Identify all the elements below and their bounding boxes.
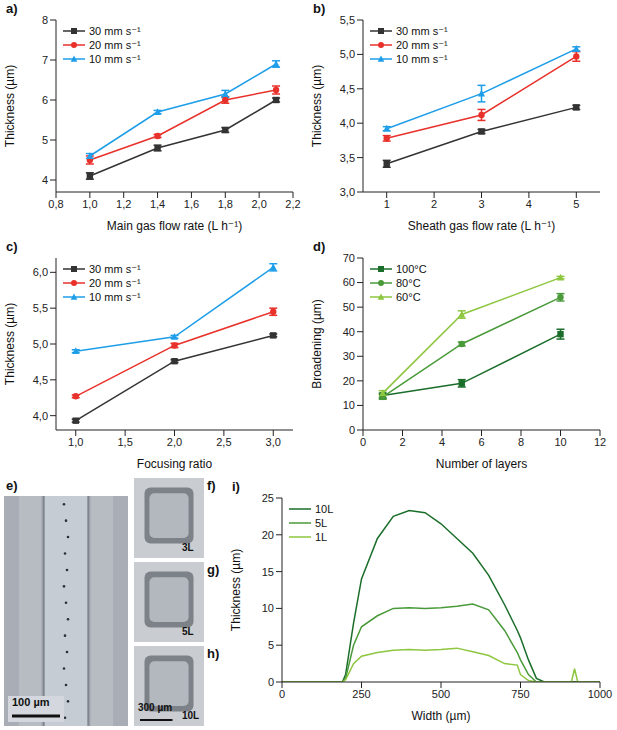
svg-text:10: 10 [554,436,566,448]
html-text:100 µm: 100 µm [12,696,50,708]
html-text:b): b) [313,1,326,16]
svg-text:30: 30 [343,350,355,362]
svg-text:750: 750 [511,688,529,700]
svg-text:20: 20 [262,529,274,541]
svg-text:12: 12 [594,436,606,448]
svg-text:5: 5 [268,639,274,651]
html-text:10L: 10L [315,503,334,515]
svg-text:70: 70 [343,252,355,264]
html-text:300 µm: 300 µm [138,702,173,713]
svg-text:0: 0 [268,676,274,688]
html-text:100°C: 100°C [396,263,427,275]
svg-text:10: 10 [343,399,355,411]
svg-text:Thickness (µm): Thickness (µm) [310,65,324,147]
svg-text:6: 6 [478,436,484,448]
svg-text:4,5: 4,5 [340,83,355,95]
html-text:30 mm s⁻¹: 30 mm s⁻¹ [89,263,141,275]
svg-text:40: 40 [343,326,355,338]
svg-text:5,5: 5,5 [340,14,355,26]
svg-text:6: 6 [42,94,48,106]
svg-text:5,0: 5,0 [340,48,355,60]
svg-text:4: 4 [439,436,445,448]
html-text:5L: 5L [315,517,328,529]
svg-text:1,0: 1,0 [82,198,97,210]
svg-text:1,5: 1,5 [117,436,132,448]
svg-text:6,0: 6,0 [33,266,48,278]
html-text:30 mm s⁻¹: 30 mm s⁻¹ [89,25,141,37]
svg-text:Thickness (µm): Thickness (µm) [229,549,243,631]
svg-text:2,5: 2,5 [216,436,231,448]
svg-text:Width (µm): Width (µm) [412,709,471,723]
svg-text:Sheath gas flow rate (L h⁻¹): Sheath gas flow rate (L h⁻¹) [408,219,555,233]
svg-text:0: 0 [279,688,285,700]
svg-text:1: 1 [384,198,390,210]
svg-text:1,2: 1,2 [116,198,131,210]
svg-text:1,6: 1,6 [184,198,199,210]
svg-text:1,8: 1,8 [218,198,233,210]
svg-text:5,5: 5,5 [33,302,48,314]
html-text:20 mm s⁻¹: 20 mm s⁻¹ [89,39,141,51]
html-text:i): i) [232,479,240,494]
html-text:c): c) [6,239,18,254]
html-text:10 mm s⁻¹: 10 mm s⁻¹ [89,53,141,65]
svg-text:5: 5 [42,134,48,146]
svg-text:1,4: 1,4 [150,198,165,210]
html-text:f): f) [207,478,216,493]
svg-text:Main gas flow rate (L h⁻¹): Main gas flow rate (L h⁻¹) [107,219,242,233]
html-text:20 mm s⁻¹: 20 mm s⁻¹ [396,39,448,51]
svg-text:Thickness (µm): Thickness (µm) [3,65,17,147]
svg-text:3,0: 3,0 [340,186,355,198]
html-text:10L: 10L [182,710,200,721]
html-text:h): h) [207,646,220,661]
svg-text:2,2: 2,2 [285,198,300,210]
svg-text:Focusing ratio: Focusing ratio [137,457,213,471]
svg-text:4,0: 4,0 [33,410,48,422]
html-text:g): g) [207,562,220,577]
svg-text:2,0: 2,0 [251,198,266,210]
svg-text:0,8: 0,8 [48,198,63,210]
svg-text:60: 60 [343,276,355,288]
svg-text:5,0: 5,0 [33,338,48,350]
svg-text:2: 2 [399,436,405,448]
svg-text:8: 8 [518,436,524,448]
svg-text:2: 2 [431,198,437,210]
svg-text:4: 4 [526,198,532,210]
svg-text:25: 25 [262,492,274,504]
svg-text:1000: 1000 [588,688,612,700]
svg-text:3,5: 3,5 [340,152,355,164]
html-text:10 mm s⁻¹: 10 mm s⁻¹ [89,291,141,303]
svg-text:Broadening (µm): Broadening (µm) [310,299,324,389]
html-text:80°C: 80°C [396,277,421,289]
svg-text:4,0: 4,0 [340,117,355,129]
html-text:20 mm s⁻¹: 20 mm s⁻¹ [89,277,141,289]
svg-text:15: 15 [262,566,274,578]
svg-text:4,5: 4,5 [33,374,48,386]
svg-text:0: 0 [349,424,355,436]
html-text:e): e) [6,478,18,493]
html-text:30 mm s⁻¹: 30 mm s⁻¹ [396,25,448,37]
svg-text:0: 0 [360,436,366,448]
svg-text:20: 20 [343,375,355,387]
svg-text:500: 500 [432,688,450,700]
html-text:60°C: 60°C [396,291,421,303]
svg-text:250: 250 [352,688,370,700]
svg-text:50: 50 [343,301,355,313]
svg-text:5: 5 [573,198,579,210]
svg-text:7: 7 [42,54,48,66]
svg-text:2,0: 2,0 [167,436,182,448]
html-text:1L: 1L [315,531,328,543]
svg-text:1,0: 1,0 [68,436,83,448]
html-text:10 mm s⁻¹: 10 mm s⁻¹ [396,53,448,65]
svg-text:4: 4 [42,174,48,186]
svg-text:3,0: 3,0 [266,436,281,448]
html-text:a): a) [6,1,18,16]
svg-text:Thickness (µm): Thickness (µm) [3,303,17,385]
html-text:d): d) [313,239,326,254]
svg-text:Number of layers: Number of layers [436,457,527,471]
html-text:5L: 5L [182,626,194,637]
svg-text:3: 3 [478,198,484,210]
svg-text:10: 10 [262,602,274,614]
html-text:3L: 3L [182,542,194,553]
svg-text:8: 8 [42,14,48,26]
